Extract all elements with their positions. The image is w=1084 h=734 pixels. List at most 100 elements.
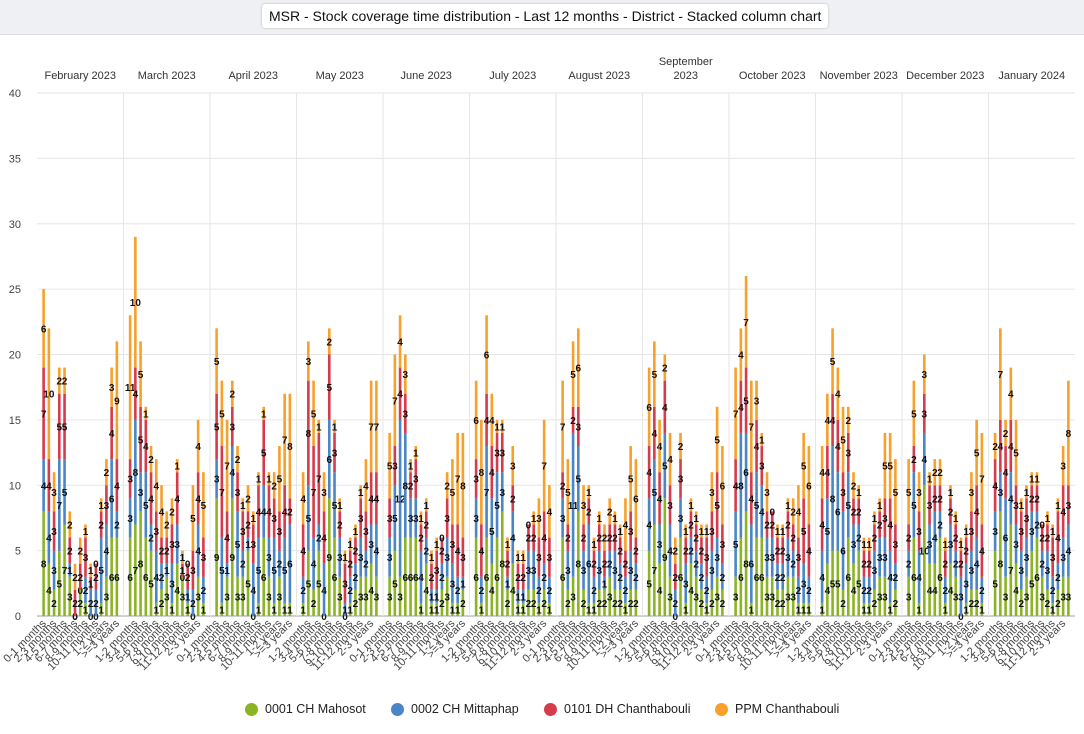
legend-item-0001-ch-mahosot[interactable]: 0001 CH Mahosot	[245, 699, 366, 719]
data-label: 4	[250, 586, 256, 597]
bar-segment	[89, 563, 93, 577]
data-label: 8	[460, 481, 466, 492]
bar-segment	[419, 511, 423, 525]
data-label: 7	[316, 475, 322, 486]
bar-segment	[629, 446, 632, 512]
bar-segment	[603, 576, 606, 590]
bar-segment	[938, 459, 942, 486]
bar-segment	[516, 550, 520, 564]
bar-segment	[485, 315, 488, 394]
data-label: 11	[568, 501, 579, 512]
bar-segment	[440, 589, 444, 616]
data-label: 5	[906, 488, 912, 499]
bar-segment	[196, 576, 200, 616]
bar-segment	[786, 511, 790, 538]
data-label: 1	[337, 501, 343, 512]
bar-segment	[679, 459, 682, 499]
bar-segment	[231, 498, 234, 616]
bar-segment	[700, 563, 703, 590]
data-label: 2	[775, 599, 781, 610]
bar-segment	[419, 550, 423, 603]
bar-segment	[592, 576, 596, 603]
data-label: 2	[148, 455, 154, 466]
bar-segment	[191, 589, 195, 616]
data-label: 4	[992, 481, 998, 492]
data-label: 1	[185, 592, 191, 603]
bar-segment	[267, 537, 271, 577]
group-label: October 2023	[739, 70, 806, 82]
data-label: 2	[602, 599, 608, 610]
data-label: 2	[1003, 429, 1009, 440]
data-label: 9	[327, 553, 333, 564]
data-label: 3	[953, 592, 959, 603]
bar-segment	[684, 602, 688, 616]
data-label: 7	[392, 396, 398, 407]
bar-segment	[993, 511, 997, 551]
data-label: 4	[667, 455, 673, 466]
data-label: 6	[806, 481, 812, 492]
bar-segment	[105, 576, 108, 616]
bar-segment	[364, 511, 368, 551]
data-label: 8	[576, 560, 582, 571]
data-label: 2	[683, 547, 689, 558]
bar-segment	[1030, 550, 1034, 616]
data-label: 3	[138, 488, 144, 499]
data-label: 4	[657, 442, 663, 453]
bar-segment	[597, 589, 601, 616]
bar-segment	[797, 485, 800, 538]
bar-segment	[1030, 472, 1034, 486]
bar-segment	[115, 511, 119, 538]
bar-segment	[765, 576, 769, 616]
data-label: 1	[856, 488, 862, 499]
data-label: 3	[460, 553, 466, 564]
legend-item-0002-ch-mittaphap[interactable]: 0002 CH Mittaphap	[391, 699, 519, 719]
bar-segment	[1061, 537, 1065, 577]
legend-item-0101-dh-chanthabouli[interactable]: 0101 DH Chanthabouli	[544, 699, 690, 719]
data-label: 4	[851, 586, 857, 597]
bar-segment	[760, 537, 764, 616]
data-label: 4	[489, 468, 495, 479]
legend-item-ppm-chanthabouli[interactable]: PPM Chanthabouli	[715, 699, 839, 719]
data-label: 2	[693, 534, 699, 545]
data-label: 6	[484, 573, 490, 584]
bar-segment	[1030, 485, 1034, 512]
bar-segment	[364, 550, 368, 577]
bar-segment	[409, 459, 412, 473]
bar-segment	[317, 432, 321, 525]
bar-segment	[566, 550, 570, 590]
bar-segment	[500, 432, 504, 473]
bar-segment	[653, 341, 656, 407]
bar-segment	[375, 524, 378, 577]
bar-segment	[577, 511, 580, 616]
data-label: 2	[607, 534, 613, 545]
bar-segment	[215, 328, 218, 394]
bar-segment	[689, 537, 693, 564]
data-label: 5	[311, 409, 317, 420]
data-label: 6	[473, 573, 479, 584]
data-label: 3	[306, 357, 312, 368]
bar-segment	[220, 602, 224, 616]
data-label: 2	[570, 416, 576, 427]
data-label: 5	[219, 566, 225, 577]
data-label: 5	[235, 540, 241, 551]
data-label: 3	[1060, 462, 1066, 473]
bar-segment	[689, 563, 693, 616]
data-label: 3	[709, 488, 715, 499]
data-label: 2	[337, 520, 343, 531]
bar-segment	[715, 406, 719, 473]
data-label: 1	[536, 605, 542, 616]
data-label: 4	[374, 494, 380, 505]
data-label: 4	[195, 547, 201, 558]
data-label: 8	[500, 560, 506, 571]
group-label: May 2023	[316, 70, 364, 82]
data-label: 1	[180, 553, 186, 564]
bar-segment	[186, 563, 189, 590]
legend-dot-icon	[245, 702, 258, 716]
data-label: 2	[790, 560, 796, 571]
group-label: July 2023	[489, 70, 536, 82]
data-label: 2	[531, 534, 537, 545]
data-label: 3	[922, 370, 928, 381]
bar-segment	[608, 550, 612, 577]
data-label: 2	[287, 507, 293, 518]
data-label: 3	[174, 540, 180, 551]
